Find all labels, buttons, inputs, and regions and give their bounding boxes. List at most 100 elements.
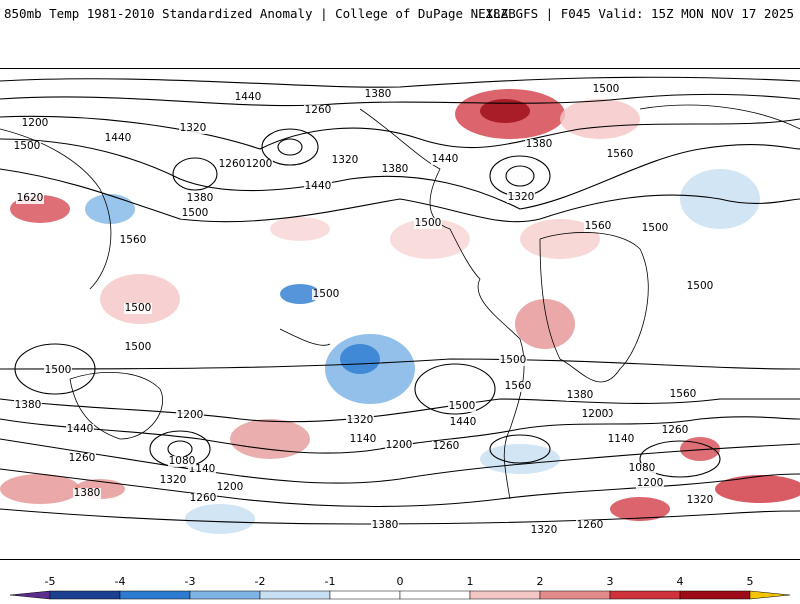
contour-label: 1320 (180, 122, 207, 134)
contour-label: 1500 (313, 288, 340, 300)
contour-label-bg (607, 434, 635, 445)
contour-label: 1500 (415, 217, 442, 229)
contour-label: 1260 (219, 158, 246, 170)
contour-label-bg (566, 390, 594, 401)
colorbar-scale: -5 -4 -3 -2 -1 0 1 2 3 4 5 (9, 575, 791, 600)
contour-label: 1140 (608, 433, 635, 445)
colorbar-segment (399, 590, 471, 600)
contour-label-bg (576, 520, 604, 531)
contour-label: 1320 (347, 414, 374, 426)
contour-label-bg (661, 425, 689, 436)
contour-label-bg (686, 281, 714, 292)
contour-label: 1380 (526, 138, 553, 150)
contour-label-bg (16, 193, 44, 204)
contour-label-bg (104, 133, 132, 144)
contour-label-bg (504, 381, 532, 392)
contour-label: 1380 (372, 519, 399, 531)
colorbar-segment (679, 590, 751, 600)
contour-label: 1320 (531, 524, 558, 536)
contour-label: 1500 (500, 354, 527, 366)
colorbar-tick-label: 3 (607, 575, 614, 588)
contour-label: 1380 (382, 163, 409, 175)
contour-label-bg (499, 355, 527, 366)
colorbar-tick-label: -4 (115, 575, 126, 588)
map-panel: 1440 1380 1500 1560 1260 1200 1320 1620 1500 1380… (0, 68, 800, 560)
contour-label: 1560 (585, 220, 612, 232)
contour-label: 1500 (642, 222, 669, 234)
contour-label: 1560 (120, 234, 147, 246)
contour-label-bg (346, 415, 374, 426)
colorbar-tick-label: 1 (467, 575, 474, 588)
contour-label-bg (584, 221, 612, 232)
contour-label-bg (364, 89, 392, 100)
contour-label-bg (431, 154, 459, 165)
contour-label: 1380 (187, 192, 214, 204)
contour-label-bg (636, 478, 664, 489)
anomaly-shading (0, 89, 800, 534)
contour-label-bg (124, 342, 152, 353)
contour-label: 1440 (450, 416, 477, 428)
colorbar-high-arrow (749, 590, 791, 600)
contour-label-bg (507, 192, 535, 203)
contour-label: 1200 (637, 477, 664, 489)
contour-label-bg (530, 525, 558, 536)
contour-label-bg (669, 389, 697, 400)
colorbar-segment (329, 590, 401, 600)
contour-label-bg (66, 424, 94, 435)
contour-label-bg (641, 223, 669, 234)
contour-label-bg (349, 434, 377, 445)
contour-label-bg (304, 105, 332, 116)
contour-label-bg (124, 303, 152, 314)
contour-label-bg (371, 520, 399, 531)
colorbar-segment (539, 590, 611, 600)
colorbar-tick-label: -3 (185, 575, 196, 588)
contour-label: 1260 (190, 492, 217, 504)
colorbar-segment (259, 590, 331, 600)
coastlines (0, 104, 800, 500)
contour-label: 1200 (22, 117, 49, 129)
height-contours (0, 76, 800, 525)
contour-label: 1080 (169, 455, 196, 467)
contour-label-bg (189, 493, 217, 504)
colorbar-tick-label: 0 (397, 575, 404, 588)
contour-label-bg (186, 193, 214, 204)
contour-label: 1320 (332, 154, 359, 166)
colorbar-low-arrow (9, 590, 51, 600)
contour-label-bg (525, 139, 553, 150)
colorbar-segment (119, 590, 191, 600)
contour-label: 1200 (246, 158, 273, 170)
colorbar-segment (189, 590, 261, 600)
contour-label: 1620 (17, 192, 44, 204)
contour-label-bg (385, 440, 413, 451)
contour-label-bg (159, 475, 187, 486)
contour-label-bg (119, 235, 147, 246)
contour-label: 1500 (45, 364, 72, 376)
contour-label: 1260 (69, 452, 96, 464)
contour-label-bg (686, 495, 714, 506)
contour-label-bg (245, 159, 273, 170)
contour-label: 1260 (662, 424, 689, 436)
contour-label-bg (381, 164, 409, 175)
contour-label: 1440 (235, 91, 262, 103)
map-title: 850mb Temp 1981-2010 Standardized Anomal… (4, 6, 516, 21)
contour-label-bg (181, 208, 209, 219)
contour-label-bg (449, 417, 477, 428)
contour-label: 1440 (305, 180, 332, 192)
contour-label-bg (304, 181, 332, 192)
contour-label-bg (14, 400, 42, 411)
contour-label-bg (44, 365, 72, 376)
colorbar-segment (49, 590, 121, 600)
contour-label: 1380 (74, 487, 101, 499)
colorbar-tick-label: -5 (45, 575, 56, 588)
colorbar-tick-label: 5 (747, 575, 754, 588)
contour-label: 1440 (105, 132, 132, 144)
contour-label: 1200 (582, 408, 609, 420)
contour-label: 1380 (365, 88, 392, 100)
contour-label-bg (312, 289, 340, 300)
contour-label-bg (592, 84, 620, 95)
contour-label: 1560 (505, 380, 532, 392)
contour-label: 1500 (687, 280, 714, 292)
contour-label: 1500 (593, 83, 620, 95)
